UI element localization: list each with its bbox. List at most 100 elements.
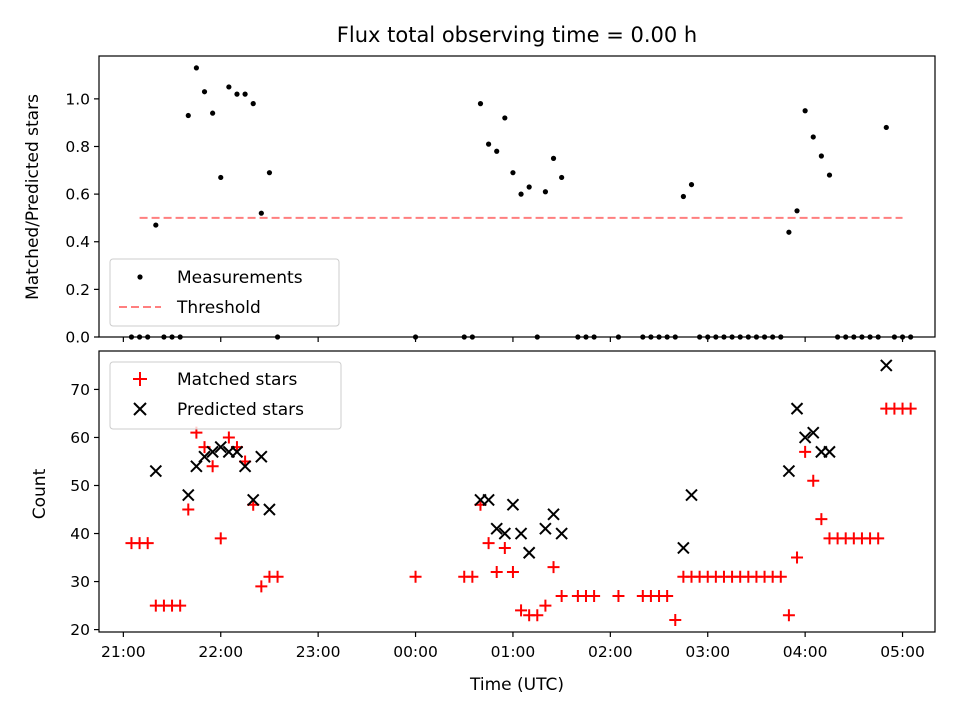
legend-matched-marker <box>133 372 147 386</box>
matched-star-point <box>539 599 552 612</box>
predicted-star-point <box>539 522 552 535</box>
x-tick-label: 04:00 <box>783 643 828 661</box>
measurement-point <box>210 110 216 116</box>
counts-legend-box <box>109 361 342 430</box>
predicted-star-point <box>522 546 536 559</box>
matched-star-point <box>774 570 787 583</box>
ratio-ytick-label: 0.8 <box>65 138 90 156</box>
counts-ytick-label: 40 <box>70 525 90 543</box>
counts-ytick-label: 60 <box>70 429 90 447</box>
matched-star-point <box>498 541 511 554</box>
measurement-point <box>786 229 792 235</box>
ratio-panel-frame <box>98 55 936 338</box>
measurement-point <box>794 208 800 214</box>
measurement-point <box>250 101 256 107</box>
x-tick-label: 21:00 <box>101 643 146 661</box>
ratio-ytick-label: 0.0 <box>65 329 90 347</box>
predicted-star-point <box>247 493 260 507</box>
counts-legend: Matched stars Predicted stars <box>109 361 342 430</box>
measurement-point <box>185 112 191 119</box>
matched-star-point <box>174 599 187 612</box>
predicted-star-point <box>506 498 520 511</box>
ratio-panel: 0.0 0.2 0.4 0.6 0.8 1.0 <box>65 65 914 347</box>
measurement-point <box>542 189 549 195</box>
x-tick-label: 01:00 <box>491 643 536 661</box>
measurement-point <box>826 172 833 178</box>
counts-panel-frame <box>98 350 936 633</box>
predicted-star-point <box>677 541 690 555</box>
counts-ytick-label: 20 <box>70 621 90 639</box>
ratio-ytick-label: 1.0 <box>65 90 90 108</box>
predicted-star-point <box>230 445 244 459</box>
legend-predicted-label: Predicted stars <box>177 400 304 420</box>
measurement-point <box>688 181 695 188</box>
measurement-point <box>485 141 492 147</box>
matched-star-point <box>466 570 479 583</box>
measurement-point <box>502 115 508 121</box>
matched-star-point <box>791 551 804 564</box>
matched-star-point <box>555 589 568 602</box>
predicted-star-point <box>782 464 796 478</box>
ratio-ytick-label: 0.4 <box>65 233 90 251</box>
counts-ytick-label: 30 <box>70 573 90 591</box>
matched-star-point <box>799 445 812 458</box>
x-tick-label: 22:00 <box>198 643 243 661</box>
x-axis-label: Time (UTC) <box>469 675 564 695</box>
x-tick-label: 02:00 <box>588 643 633 661</box>
predicted-star-point <box>685 488 698 502</box>
predicted-star-point <box>182 488 195 502</box>
matched-star-point <box>547 561 560 574</box>
measurement-point <box>258 210 264 216</box>
ratio-ytick-label: 0.6 <box>65 186 90 204</box>
predicted-star-point <box>798 431 812 444</box>
legend-threshold-label: Threshold <box>176 298 261 318</box>
measurement-point <box>193 65 199 71</box>
predicted-star-point <box>263 503 276 516</box>
matched-star-point <box>214 532 227 545</box>
measurement-point <box>153 222 159 228</box>
predicted-star-point <box>514 527 528 540</box>
measurement-point <box>818 153 824 159</box>
predicted-star-point <box>490 522 503 535</box>
matched-star-point <box>531 609 544 622</box>
predicted-star-point <box>498 527 512 540</box>
counts-y-axis-label: Count <box>30 468 50 519</box>
measurement-point <box>242 91 248 97</box>
measurement-point <box>810 134 816 140</box>
measurement-point <box>518 191 524 197</box>
matched-star-point <box>490 565 503 578</box>
measurement-point <box>266 170 273 176</box>
measurement-point <box>234 91 240 97</box>
measurement-point <box>226 84 232 90</box>
counts-panel: 20 30 40 50 60 70 21:00 22:00 23:00 00:00 01:00 02:… <box>70 359 925 661</box>
predicted-star-point <box>214 440 227 454</box>
measurement-point <box>550 155 557 161</box>
measurement-point <box>526 184 532 190</box>
predicted-star-point <box>807 426 820 439</box>
measurement-point <box>510 170 516 176</box>
legend-predicted-marker <box>133 402 147 416</box>
matched-star-point <box>815 513 828 526</box>
ratio-ytick-label: 0.2 <box>65 281 90 299</box>
measurement-point <box>559 174 565 181</box>
matched-star-point <box>206 460 219 473</box>
predicted-star-point <box>206 445 219 459</box>
matched-star-point <box>872 532 885 545</box>
matched-star-point <box>612 589 625 602</box>
matched-star-point <box>482 537 495 550</box>
measurement-point <box>477 101 484 107</box>
x-tick-label: 05:00 <box>880 643 925 661</box>
measurement-point <box>494 148 500 154</box>
x-tick-label: 00:00 <box>393 643 438 661</box>
matched-star-point <box>271 570 284 583</box>
predicted-star-point <box>555 527 568 540</box>
legend-matched-label: Matched stars <box>177 370 297 390</box>
ratio-legend: Measurements Threshold <box>109 258 340 327</box>
matched-star-point <box>506 565 519 578</box>
matched-star-point <box>515 604 528 617</box>
matched-star-point <box>588 589 601 602</box>
predicted-star-point <box>790 402 804 415</box>
legend-measurements-label: Measurements <box>177 268 303 288</box>
